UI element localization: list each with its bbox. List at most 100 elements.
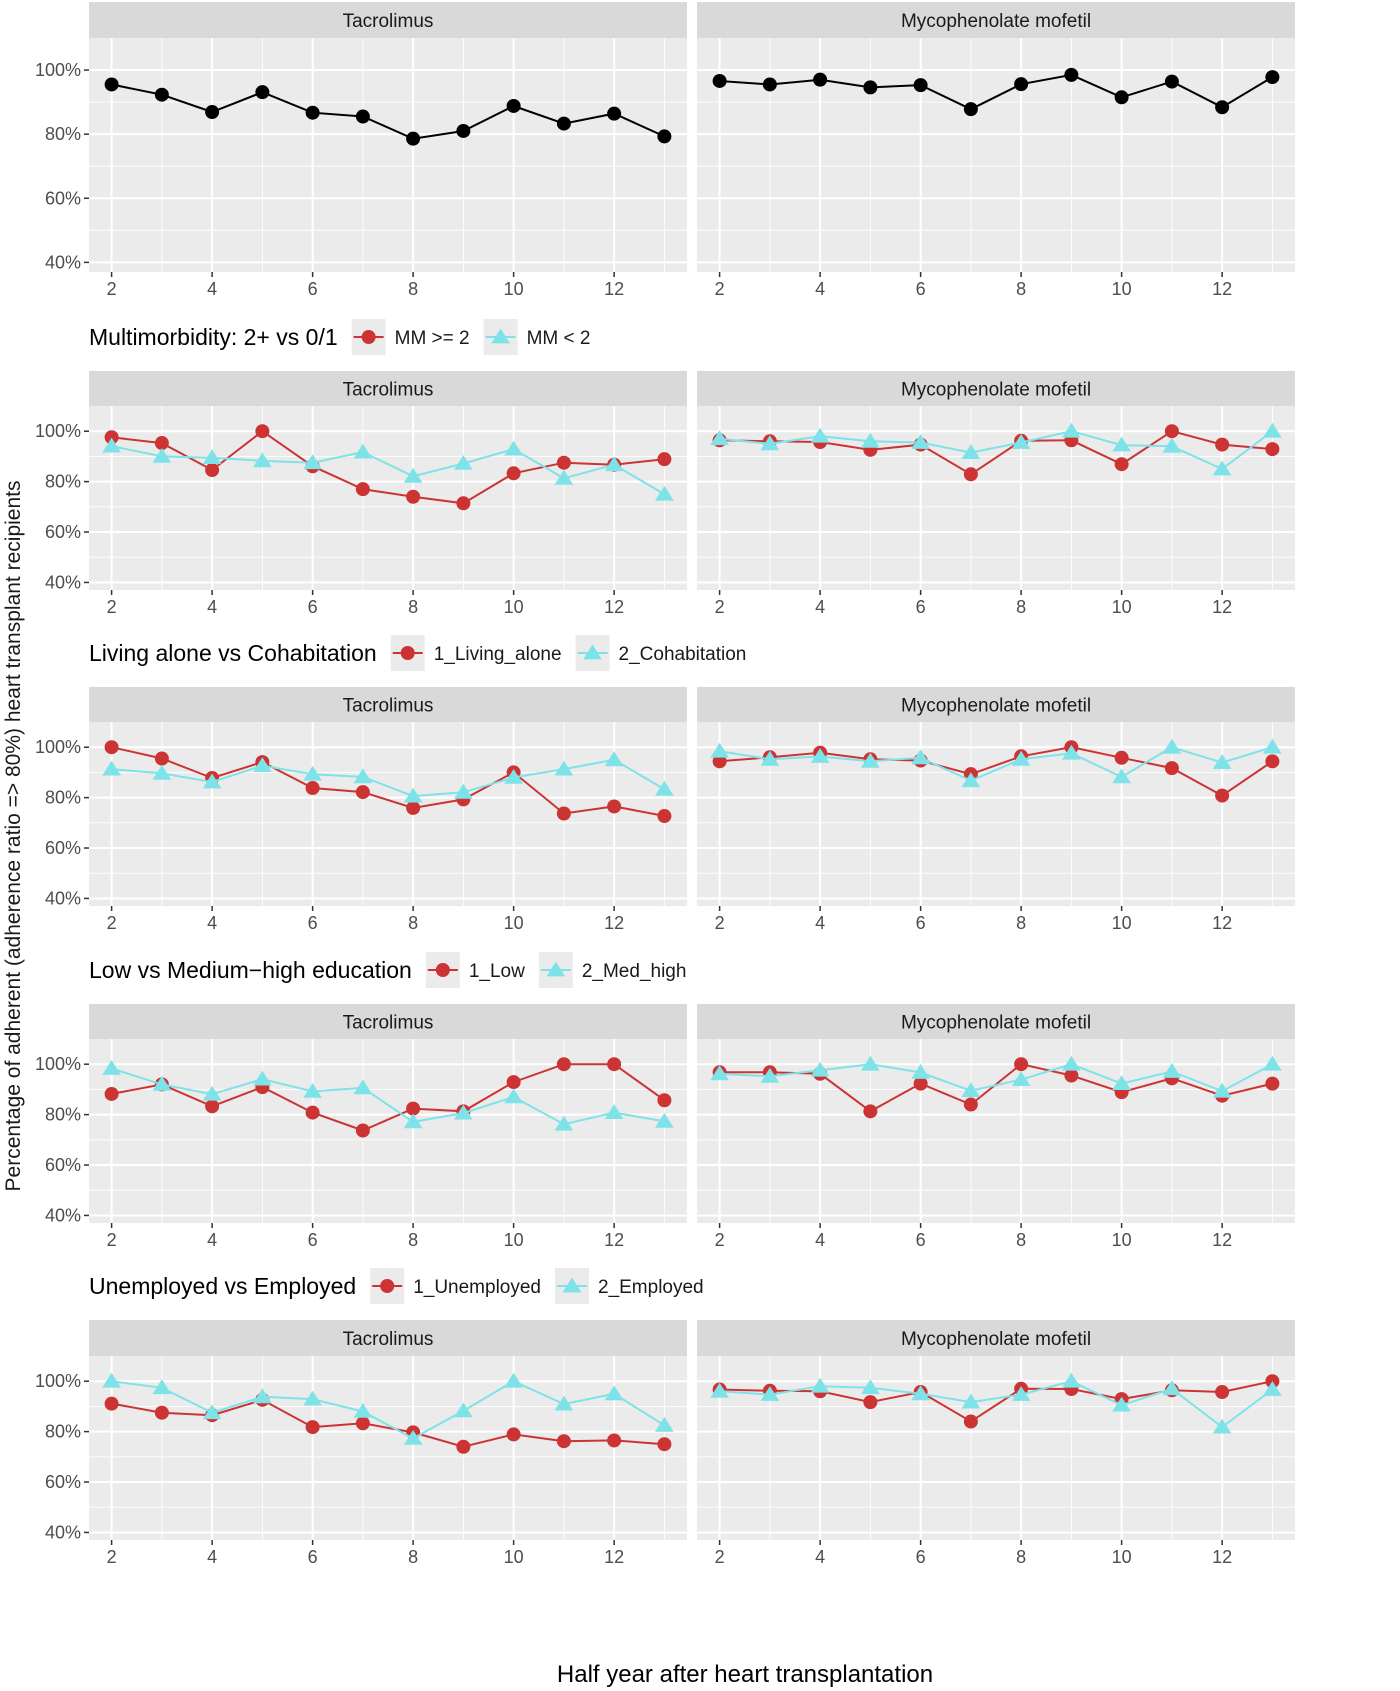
data-point bbox=[556, 455, 571, 470]
data-point bbox=[1011, 750, 1031, 766]
data-point bbox=[152, 1379, 172, 1395]
data-point bbox=[1112, 1396, 1131, 1412]
data-point bbox=[1011, 434, 1031, 449]
data-point bbox=[655, 485, 674, 501]
y-tick-label: 40% bbox=[45, 888, 81, 908]
data-point bbox=[1114, 750, 1129, 765]
plot-panel bbox=[697, 1039, 1295, 1223]
data-point bbox=[961, 1393, 981, 1409]
data-point bbox=[1062, 422, 1081, 438]
data-point bbox=[607, 106, 622, 121]
data-point bbox=[406, 1101, 421, 1116]
data-point bbox=[506, 1427, 521, 1442]
data-point bbox=[710, 1382, 729, 1398]
data-point bbox=[253, 1070, 272, 1086]
series-line bbox=[719, 430, 1274, 471]
data-point bbox=[202, 449, 222, 464]
data-point bbox=[454, 783, 473, 799]
plot-panel bbox=[697, 722, 1295, 906]
data-point bbox=[655, 1416, 674, 1432]
legend-label: 1_Low bbox=[469, 961, 525, 982]
x-tick-label: 6 bbox=[308, 1547, 318, 1567]
data-point bbox=[863, 1104, 878, 1119]
chart-row: Multimorbidity: 2+ vs 0/1 MM >= 2 MM < 2 Ta… bbox=[35, 319, 1295, 617]
x-tick-label: 8 bbox=[1016, 279, 1026, 299]
data-point bbox=[911, 1064, 930, 1079]
data-point bbox=[205, 1099, 220, 1114]
data-point bbox=[1164, 74, 1179, 89]
data-point bbox=[607, 799, 622, 814]
facet-panel: Tacrolimus 2 4 6 8 10 12 40% 60% 80% 100% bbox=[35, 1320, 687, 1567]
data-series bbox=[102, 751, 674, 803]
x-tick-label: 10 bbox=[504, 913, 524, 933]
y-tick-label: 100% bbox=[35, 421, 81, 441]
data-point bbox=[961, 772, 981, 788]
data-point bbox=[1212, 754, 1232, 769]
legend-key bbox=[390, 635, 425, 671]
data-point bbox=[556, 116, 571, 131]
y-tick-label: 60% bbox=[45, 188, 81, 208]
y-tick-label: 80% bbox=[45, 788, 81, 808]
x-tick-label: 8 bbox=[1016, 1230, 1026, 1250]
data-point bbox=[1011, 1071, 1031, 1086]
data-point bbox=[406, 489, 421, 504]
legend-key-marker bbox=[546, 961, 566, 977]
series-line bbox=[111, 1380, 665, 1440]
x-tick-label: 10 bbox=[1112, 1230, 1132, 1250]
x-tick-label: 12 bbox=[1212, 1547, 1232, 1567]
x-tick-label: 12 bbox=[604, 913, 624, 933]
x-tick-label: 4 bbox=[815, 1230, 825, 1250]
facet-strip bbox=[697, 1004, 1295, 1039]
data-point bbox=[810, 1061, 830, 1077]
x-tick-label: 2 bbox=[107, 1230, 117, 1250]
data-point bbox=[961, 1082, 981, 1097]
data-point bbox=[506, 1075, 521, 1090]
legend: Low vs Medium−high education 1_Low 2_Med_h… bbox=[89, 952, 686, 988]
data-point bbox=[712, 754, 727, 769]
x-axis-label: Half year after heart transplantation bbox=[557, 1661, 933, 1688]
data-point bbox=[305, 781, 320, 796]
y-tick-label: 40% bbox=[45, 252, 81, 272]
x-tick-label: 10 bbox=[504, 1230, 524, 1250]
data-point bbox=[305, 105, 320, 120]
legend-title: Unemployed vs Employed bbox=[89, 1273, 356, 1299]
data-point bbox=[303, 765, 322, 781]
data-series bbox=[710, 1372, 1282, 1434]
data-point bbox=[205, 105, 220, 120]
data-point bbox=[861, 1055, 880, 1071]
y-tick-label: 40% bbox=[45, 1205, 81, 1225]
data-point bbox=[607, 1057, 622, 1072]
x-tick-label: 8 bbox=[408, 1547, 418, 1567]
x-tick-label: 4 bbox=[815, 279, 825, 299]
y-tick-label: 60% bbox=[45, 522, 81, 542]
data-point bbox=[657, 129, 672, 144]
data-point bbox=[454, 1104, 473, 1120]
data-point bbox=[911, 749, 930, 765]
data-point bbox=[863, 1395, 878, 1410]
data-point bbox=[253, 1388, 272, 1404]
data-point bbox=[1162, 1380, 1182, 1396]
data-point bbox=[1212, 1418, 1232, 1434]
legend-key bbox=[555, 1268, 589, 1304]
data-point bbox=[403, 1429, 423, 1445]
facet-strip bbox=[89, 687, 687, 722]
x-tick-label: 10 bbox=[1112, 597, 1132, 617]
facet-strip bbox=[89, 371, 687, 406]
facet-panel: Mycophenolate mofetil 2 4 6 8 10 12 bbox=[697, 2, 1295, 299]
x-tick-label: 2 bbox=[715, 279, 725, 299]
data-point bbox=[1265, 754, 1280, 769]
data-point bbox=[604, 751, 624, 767]
x-tick-label: 8 bbox=[408, 597, 418, 617]
x-tick-label: 10 bbox=[504, 1547, 524, 1567]
x-tick-label: 6 bbox=[916, 913, 926, 933]
x-tick-label: 2 bbox=[107, 279, 117, 299]
plot-panel bbox=[89, 722, 687, 906]
data-point bbox=[911, 434, 930, 449]
x-tick-label: 12 bbox=[1212, 597, 1232, 617]
data-point bbox=[1112, 436, 1131, 452]
series-line bbox=[111, 445, 665, 496]
data-series bbox=[710, 1055, 1282, 1098]
x-tick-label: 12 bbox=[1212, 913, 1232, 933]
data-point bbox=[657, 1437, 672, 1452]
facet-strip bbox=[697, 1320, 1295, 1356]
